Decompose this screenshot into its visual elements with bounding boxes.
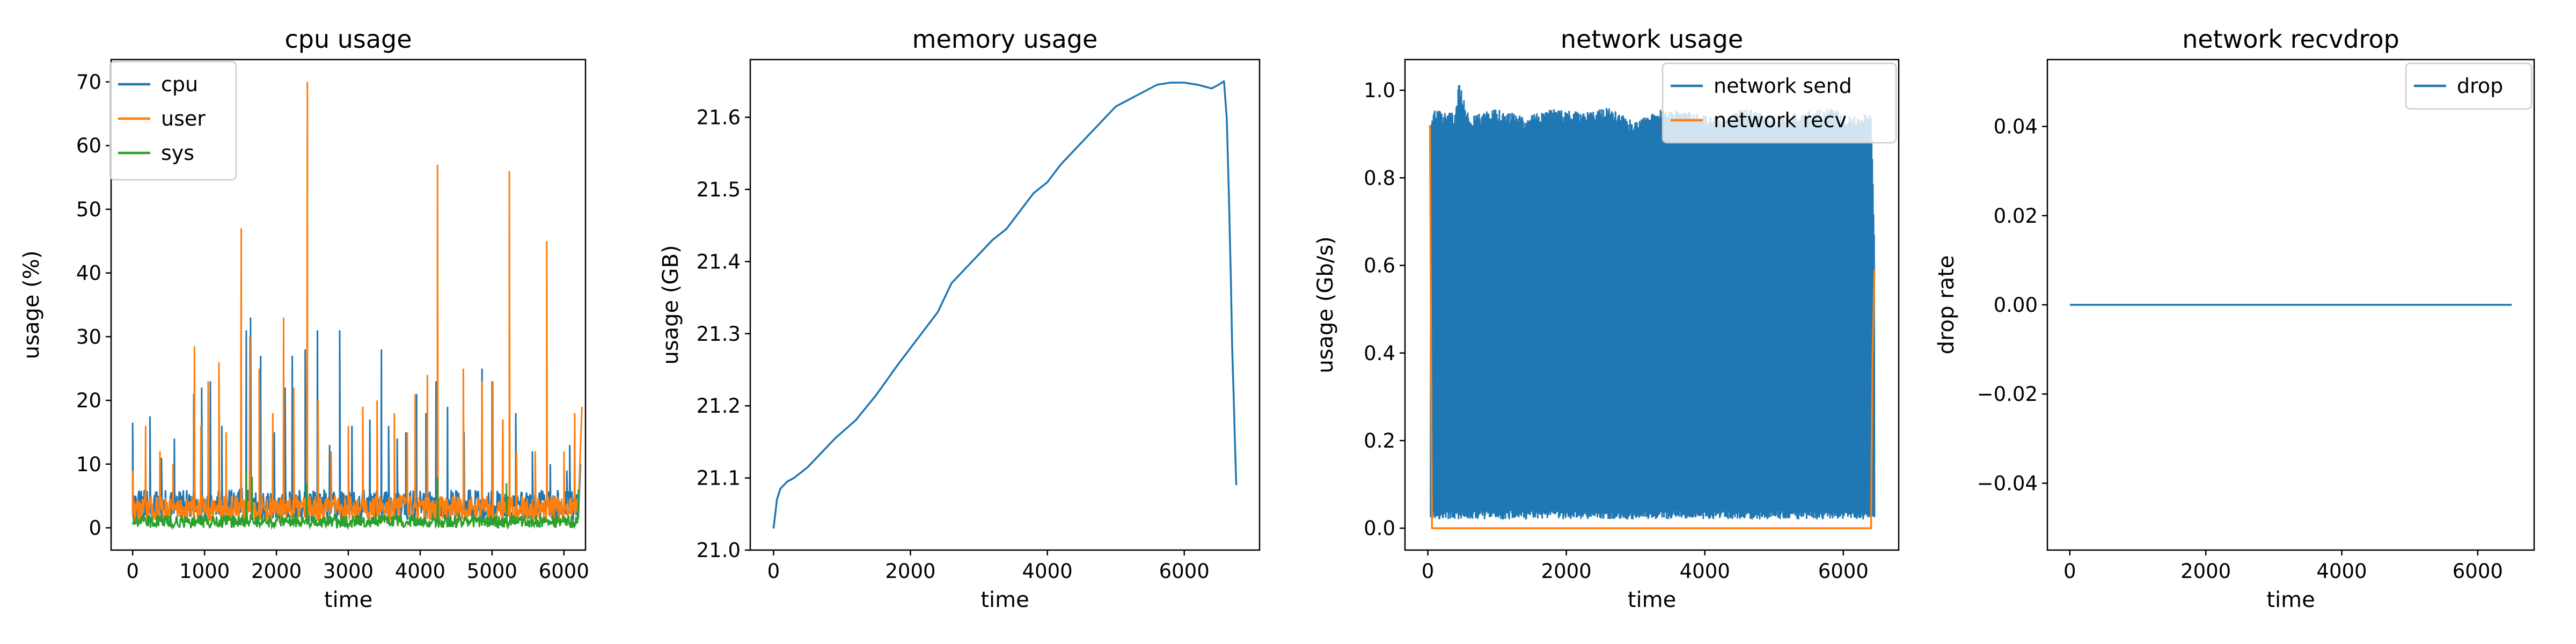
x-tick-label: 4000 xyxy=(1022,560,1072,583)
legend: cpu user sys xyxy=(109,61,237,181)
chart-4: 0 2000 4000 6000 −0.04 −0.02 0.00 0.02 0.04 netwo… xyxy=(1934,25,2535,612)
x-tick-label: 6000 xyxy=(1159,560,1210,583)
x-axis-label: time xyxy=(980,588,1029,612)
y-tick-label: 21.2 xyxy=(697,394,741,418)
legend-box xyxy=(2405,62,2533,110)
x-tick-label: 4000 xyxy=(395,560,445,583)
chart-title: network recvdrop xyxy=(2182,25,2399,54)
y-tick-label: 21.6 xyxy=(697,106,741,129)
legend-label: drop xyxy=(2457,74,2503,98)
series-line-network-send xyxy=(1430,85,1876,519)
x-tick-label: 3000 xyxy=(323,560,374,583)
chart-3: 0 2000 4000 6000 0.0 0.2 0.4 0.6 0.8 1.0 network u… xyxy=(1313,25,1900,612)
y-tick-label: 50 xyxy=(76,198,101,221)
y-tick-label: 1.0 xyxy=(1364,79,1395,102)
y-axis-label: usage (GB) xyxy=(658,245,683,364)
legend: drop xyxy=(2405,62,2533,110)
x-tick-label: 6000 xyxy=(1818,560,1869,583)
plot-area xyxy=(131,82,583,530)
chart-1: 0 1000 2000 3000 4000 5000 6000 0 10 20 30 40 50 60 70… xyxy=(19,25,589,612)
legend-label: user xyxy=(161,107,206,130)
chart-title: memory usage xyxy=(912,25,1098,54)
x-tick-label: 1000 xyxy=(179,560,230,583)
y-tick-label: 0.0 xyxy=(1364,517,1395,540)
y-axis-label: usage (%) xyxy=(19,251,44,360)
legend-box xyxy=(109,61,237,181)
y-tick-label: 0 xyxy=(89,516,101,539)
x-tick-label: 4000 xyxy=(1680,560,1730,583)
legend-label: sys xyxy=(161,141,194,165)
y-tick-label: −0.02 xyxy=(1977,383,2038,406)
legend-label: network recv xyxy=(1714,108,1847,132)
chart-title: network usage xyxy=(1561,25,1743,54)
y-tick-label: 21.4 xyxy=(697,250,741,273)
y-tick-label: 21.0 xyxy=(697,539,741,562)
chart-title: cpu usage xyxy=(284,25,412,54)
y-tick-label: 0.6 xyxy=(1364,254,1395,277)
y-tick-label: 0.04 xyxy=(1994,115,2038,138)
x-tick-label: 0 xyxy=(126,560,139,583)
plot-area xyxy=(772,80,1238,529)
y-axis-label: drop rate xyxy=(1934,255,1959,355)
y-tick-label: −0.04 xyxy=(1977,472,2038,495)
x-tick-label: 6000 xyxy=(539,560,589,583)
legend: network send network recv xyxy=(1662,62,1897,144)
x-tick-label: 2000 xyxy=(251,560,302,583)
y-tick-label: 60 xyxy=(76,134,101,157)
y-tick-label: 20 xyxy=(76,389,101,412)
plot-area xyxy=(1429,85,1876,529)
y-tick-label: 10 xyxy=(76,453,101,476)
y-tick-label: 0.02 xyxy=(1994,204,2038,228)
axes-frame xyxy=(749,58,1261,551)
legend-label: network send xyxy=(1714,74,1852,98)
y-tick-label: 21.3 xyxy=(697,323,741,346)
y-tick-label: 70 xyxy=(76,71,101,94)
y-tick-label: 21.5 xyxy=(697,178,741,201)
y-tick-label: 40 xyxy=(76,262,101,285)
x-axis-label: time xyxy=(2266,588,2315,612)
legend-box xyxy=(1662,62,1897,144)
y-tick-label: 21.1 xyxy=(697,467,741,490)
legend-label: cpu xyxy=(161,72,198,96)
y-tick-label: 0.00 xyxy=(1994,294,2038,317)
axes-frame xyxy=(1404,58,1900,551)
x-tick-label: 5000 xyxy=(467,560,517,583)
x-tick-label: 0 xyxy=(2063,560,2076,583)
y-tick-label: 0.4 xyxy=(1364,342,1395,365)
x-tick-label: 2000 xyxy=(2180,560,2231,583)
chart-2: 0 2000 4000 6000 21.0 21.1 21.2 21.3 21.4 21.5 21.… xyxy=(658,25,1261,612)
x-tick-label: 6000 xyxy=(2453,560,2503,583)
y-axis-label: usage (Gb/s) xyxy=(1313,236,1338,373)
series-line-sys xyxy=(131,470,580,530)
x-tick-label: 4000 xyxy=(2316,560,2367,583)
x-tick-label: 2000 xyxy=(1541,560,1592,583)
x-axis-label: time xyxy=(1628,588,1676,612)
y-tick-label: 30 xyxy=(76,325,101,348)
series-line-data xyxy=(772,80,1238,529)
series-line-network-recv xyxy=(1429,125,1876,529)
x-tick-label: 0 xyxy=(767,560,780,583)
y-tick-label: 0.8 xyxy=(1364,166,1395,189)
x-tick-label: 0 xyxy=(1422,560,1435,583)
y-tick-label: 0.2 xyxy=(1364,429,1395,452)
x-tick-label: 2000 xyxy=(885,560,935,583)
x-axis-label: time xyxy=(324,588,372,612)
